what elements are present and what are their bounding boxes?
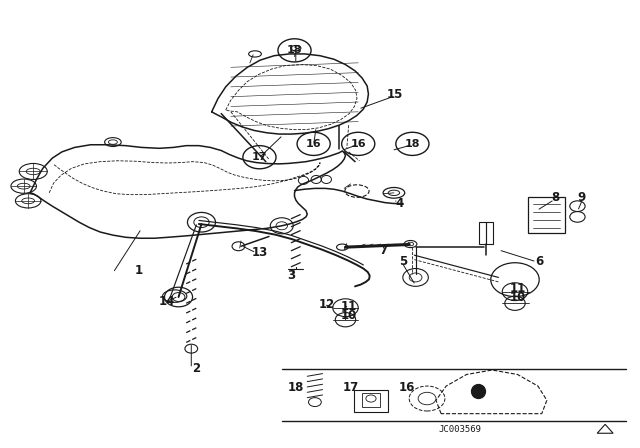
Text: 10: 10	[340, 309, 357, 322]
Text: 18: 18	[287, 45, 302, 56]
Text: 5: 5	[399, 255, 407, 268]
Text: 15: 15	[387, 88, 403, 101]
Text: 18: 18	[404, 139, 420, 149]
Text: 16: 16	[306, 139, 321, 149]
Text: 11: 11	[340, 300, 357, 313]
Text: 16: 16	[398, 381, 415, 394]
Text: 17: 17	[252, 152, 268, 162]
Text: 8: 8	[552, 191, 560, 204]
Text: 4: 4	[396, 198, 404, 211]
Text: 18: 18	[288, 381, 305, 394]
Text: 11: 11	[509, 282, 525, 295]
Bar	[355, 390, 388, 412]
Text: 9: 9	[577, 191, 586, 204]
Text: 13: 13	[252, 246, 268, 259]
Text: 7: 7	[380, 244, 388, 257]
Bar	[479, 222, 493, 245]
Text: 12: 12	[318, 297, 335, 310]
Text: 1: 1	[134, 264, 143, 277]
Text: 10: 10	[509, 291, 525, 304]
Text: 2: 2	[191, 362, 200, 375]
Text: 16: 16	[351, 139, 366, 149]
Bar	[362, 393, 380, 406]
Text: JC003569: JC003569	[438, 425, 482, 434]
Text: 3: 3	[287, 269, 296, 282]
Text: 6: 6	[536, 255, 544, 268]
Text: 14: 14	[159, 295, 175, 308]
Text: 17: 17	[342, 381, 358, 394]
Bar	[528, 197, 564, 233]
